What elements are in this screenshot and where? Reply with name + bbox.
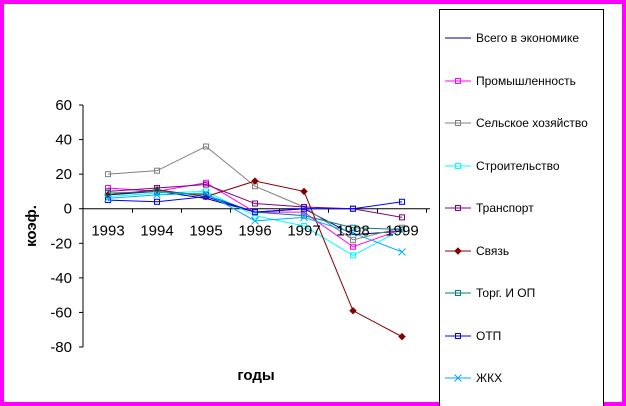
- data-point: [399, 198, 405, 205]
- data-point: [350, 236, 356, 243]
- y-tick-label: -60: [50, 304, 72, 321]
- data-point: [252, 209, 258, 216]
- legend-marker: [455, 332, 461, 339]
- legend-item: ЖКХ: [440, 368, 605, 388]
- x-tick-label: 1995: [189, 223, 222, 240]
- data-point: [251, 177, 259, 185]
- legend-label: ЖКХ: [476, 371, 503, 385]
- legend-item: Транспорт: [440, 198, 605, 218]
- data-point: [154, 167, 160, 174]
- series-line: [107, 145, 403, 241]
- x-tick-label: 1993: [91, 223, 124, 240]
- legend-item: Торг. И ОП: [440, 283, 605, 303]
- legend-label: Всего в экономике: [476, 31, 580, 45]
- data-point: [203, 181, 209, 188]
- data-point: [202, 189, 210, 198]
- data-point: [153, 191, 161, 199]
- x-axis-title: годы: [237, 367, 274, 384]
- series-line: [107, 196, 403, 213]
- data-point: [350, 224, 356, 231]
- data-point: [301, 223, 307, 229]
- legend-item: Сельское хозяйство: [440, 113, 605, 133]
- legend-label: ОТП: [476, 328, 502, 343]
- x-tick-label: 1996: [238, 223, 271, 240]
- data-point: [399, 226, 405, 233]
- data-point: [104, 194, 112, 203]
- data-point: [203, 143, 209, 150]
- legend-label: Сельское хозяйство: [476, 116, 588, 130]
- y-tick-label: 60: [55, 97, 72, 114]
- x-tick-label: 1998: [336, 223, 369, 240]
- legend-item: Строительство: [440, 156, 605, 176]
- data-point: [252, 200, 258, 207]
- x-tick-label: 1994: [140, 223, 173, 240]
- legend-marker: [455, 120, 461, 126]
- legend-marker: [455, 77, 461, 84]
- legend-swatch: [445, 120, 471, 126]
- data-point: [154, 188, 160, 195]
- legend-item: Связь: [440, 241, 605, 261]
- legend-swatch: [445, 246, 471, 255]
- legend: Всего в экономике Промышленность Сельское …: [439, 9, 604, 406]
- series-line: [107, 180, 403, 338]
- legend-item: ОТП: [440, 326, 605, 346]
- data-point: [398, 248, 406, 256]
- legend-marker: [455, 205, 461, 211]
- series-layer: [104, 143, 406, 341]
- legend-item: Промышленность: [440, 71, 605, 91]
- data-point: [300, 187, 308, 196]
- legend-label: Промышленность: [476, 73, 576, 88]
- legend-marker: [454, 374, 462, 382]
- y-tick-label: -80: [50, 339, 72, 356]
- y-axis-ticks: -80 -60 -40 -20 0 20 40 60: [50, 97, 83, 356]
- data-point: [251, 216, 259, 225]
- legend-label: Строительство: [476, 158, 560, 173]
- data-point: [105, 190, 111, 197]
- data-point: [300, 213, 308, 222]
- legend-swatch: [445, 205, 471, 211]
- legend-swatch: [445, 162, 471, 169]
- x-axis-ticks: 1993 1994 1995 1996 1997 1998 1999: [91, 208, 427, 240]
- y-tick-label: 40: [55, 132, 72, 149]
- data-point: [349, 229, 357, 237]
- legend-label: Торг. И ОП: [476, 286, 536, 300]
- y-tick-label: -20: [50, 235, 72, 252]
- data-point: [301, 212, 307, 219]
- legend-swatch: [445, 290, 471, 296]
- x-tick-label: 1999: [385, 223, 418, 240]
- series-8: [105, 193, 405, 216]
- y-tick-label: 20: [55, 166, 72, 183]
- legend-item: Всего в экономике: [440, 28, 605, 48]
- legend-marker: [454, 246, 462, 255]
- data-point: [350, 243, 356, 250]
- legend-swatch: [445, 332, 471, 339]
- data-point: [398, 332, 406, 341]
- data-point: [252, 212, 258, 219]
- legend-swatch: [445, 374, 471, 382]
- legend-label: Транспорт: [476, 201, 534, 215]
- legend-marker: [455, 162, 461, 169]
- legend-label: Связь: [476, 243, 510, 258]
- data-point: [154, 198, 160, 205]
- data-point: [399, 214, 405, 221]
- data-point: [203, 193, 209, 200]
- series-6: [104, 177, 406, 341]
- data-point: [105, 171, 111, 178]
- legend-marker: [455, 290, 461, 296]
- x-tick-label: 1997: [287, 223, 320, 240]
- data-point: [301, 205, 307, 212]
- legend-swatch: [445, 37, 471, 39]
- y-tick-label: 0: [64, 201, 72, 218]
- legend-swatch: [445, 77, 471, 84]
- y-tick-label: -40: [50, 270, 72, 287]
- y-axis-title: коэф.: [23, 205, 40, 247]
- series-9: [104, 189, 406, 256]
- data-point: [349, 306, 357, 315]
- data-point: [105, 197, 111, 204]
- data-point: [350, 205, 356, 212]
- data-point: [350, 252, 356, 259]
